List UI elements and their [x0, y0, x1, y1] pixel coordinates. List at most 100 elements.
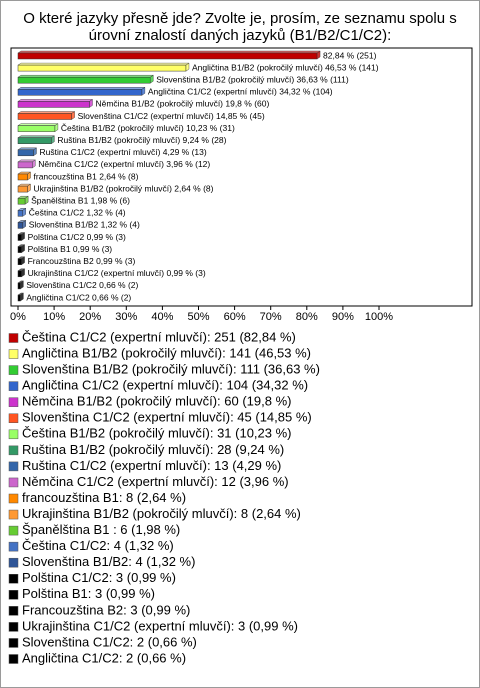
bar-side [20, 292, 24, 302]
legend-label: Španělština B1 : 6 (1,98 %) [22, 522, 180, 537]
bar-side [141, 86, 146, 96]
bar [17, 89, 143, 96]
legend-label: Slovenština C1/C2: 2 (0,66 %) [22, 634, 197, 649]
x-tick-label: 50% [187, 311, 209, 323]
bar [17, 258, 22, 265]
bar-side [21, 268, 25, 278]
bar-top [17, 74, 154, 78]
x-tick-label: 100% [365, 311, 393, 323]
bar-label: Angličtina C1/C2 0,66 % (2) [26, 292, 131, 302]
bar [17, 246, 22, 253]
bar-side [21, 244, 25, 253]
bar-top [17, 62, 190, 66]
bar-label: Polština B1 0,99 % (3) [28, 244, 113, 254]
bar-side [51, 135, 55, 145]
legend-swatch [8, 477, 19, 488]
legend-label: Ukrajinština C1/C2 (expertní mluvčí): 3 … [22, 618, 298, 633]
legend-label: Čeština C1/C2 (expertní mluvčí): 251 (82… [22, 329, 296, 344]
bar-side [89, 99, 93, 108]
legend-label: Němčina B1/B2 (pokročilý mluvčí): 60 (19… [22, 394, 291, 409]
legend-swatch [8, 493, 19, 504]
legend-swatch [8, 590, 19, 600]
bar-side [32, 159, 36, 169]
legend-swatch [8, 541, 19, 552]
legend-swatch [8, 622, 19, 632]
legend-swatch [8, 654, 19, 664]
bar-side [20, 280, 24, 290]
bar-side [22, 207, 26, 217]
legend-swatch [8, 333, 19, 343]
bar-top [17, 87, 146, 90]
bar [17, 161, 33, 169]
bar [17, 52, 318, 60]
bar [17, 101, 90, 108]
bar-label: Čeština B1/B2 (pokročilý mluvčí) 10,23 %… [61, 123, 235, 133]
bar [17, 64, 187, 72]
legend-swatch [8, 638, 19, 648]
bar-label: 82,84 % (251) [323, 50, 377, 60]
bar-label: Němčina C1/C2 (expertní mluvčí) 3,96 % (… [38, 159, 210, 169]
legend-swatch [8, 397, 19, 407]
legend-swatch [8, 445, 19, 456]
legend-swatch [8, 606, 19, 616]
legend-swatch [8, 349, 19, 359]
bar [17, 113, 72, 120]
bar [17, 234, 22, 241]
bar-label: Angličtina B1/B2 (pokročilý mluvčí) 46,5… [192, 62, 379, 72]
legend-swatch [8, 557, 19, 568]
bar [17, 185, 28, 193]
bar [17, 137, 52, 144]
bar-side [150, 74, 154, 84]
legend-label: Slovenština C1/C2 (expertní mluvčí): 45 … [22, 410, 312, 425]
bar [17, 282, 21, 290]
plot-frame [10, 47, 473, 307]
bar-side [316, 50, 321, 60]
bar [17, 197, 26, 205]
bar-label: Angličtina C1/C2 (expertní mluvčí) 34,32… [148, 87, 333, 97]
bar [17, 125, 56, 132]
legend-swatch [8, 381, 19, 391]
legend-label: Slovenština B1/B2 (pokročilý mluvčí): 11… [22, 362, 320, 377]
bar-top [17, 135, 56, 138]
bar-label: Čeština C1/C2 1,32 % (4) [29, 208, 126, 218]
legend-label: Angličtina B1/B2 (pokročilý mluvčí): 141… [22, 345, 311, 360]
legend-label: Ruština B1/B2 (pokročilý mluvčí): 28 (9,… [22, 442, 284, 457]
bar-side [22, 220, 26, 229]
bar-top [17, 111, 76, 114]
bar-side [185, 62, 190, 72]
bar [17, 149, 34, 157]
bar [17, 294, 21, 302]
bar-side [71, 111, 75, 120]
x-tick-label: 30% [115, 311, 137, 323]
x-tick-label: 70% [260, 311, 282, 323]
x-tick-label: 0% [10, 311, 26, 323]
x-tick-label: 90% [332, 311, 354, 323]
bar-label: Ruština C1/C2 (expertní mluvčí) 4,29 % (… [39, 147, 206, 157]
bar-label: Slovenština B1/B2 (pokročilý mluvčí) 36,… [156, 74, 349, 84]
legend-label: Polština C1/C2: 3 (0,99 %) [22, 570, 176, 585]
bar-label: Polština C1/C2 0,99 % (3) [28, 232, 126, 242]
bar [17, 222, 24, 229]
bar-side [27, 183, 31, 193]
bar-side [21, 232, 25, 241]
legend-swatch [8, 365, 19, 375]
bar [17, 210, 24, 217]
bar-label: Ruština B1/B2 (pokročilý mluvčí) 9,24 % … [57, 135, 226, 145]
legend-swatch [8, 429, 19, 440]
legend-label: Angličtina C1/C2 (expertní mluvčí): 104 … [22, 378, 308, 393]
legend-label: Ukrajinština B1/B2 (pokročilý mluvčí): 8… [22, 506, 301, 521]
bar-top [17, 50, 321, 54]
legend-label: Angličtina C1/C2: 2 (0,66 %) [22, 650, 186, 665]
x-tick-label: 40% [151, 311, 173, 323]
legend-label: francouzština B1: 8 (2,64 %) [22, 490, 186, 505]
legend-swatch [8, 413, 19, 423]
bar-side [24, 195, 29, 205]
legend-swatch [8, 509, 19, 520]
bar-side [21, 256, 25, 266]
legend-label: Čeština C1/C2: 4 (1,32 %) [22, 538, 174, 553]
bar [17, 173, 28, 181]
bar-label: Slovenština C1/C2 (expertní mluvčí) 14,8… [78, 111, 265, 121]
bar [17, 76, 151, 84]
